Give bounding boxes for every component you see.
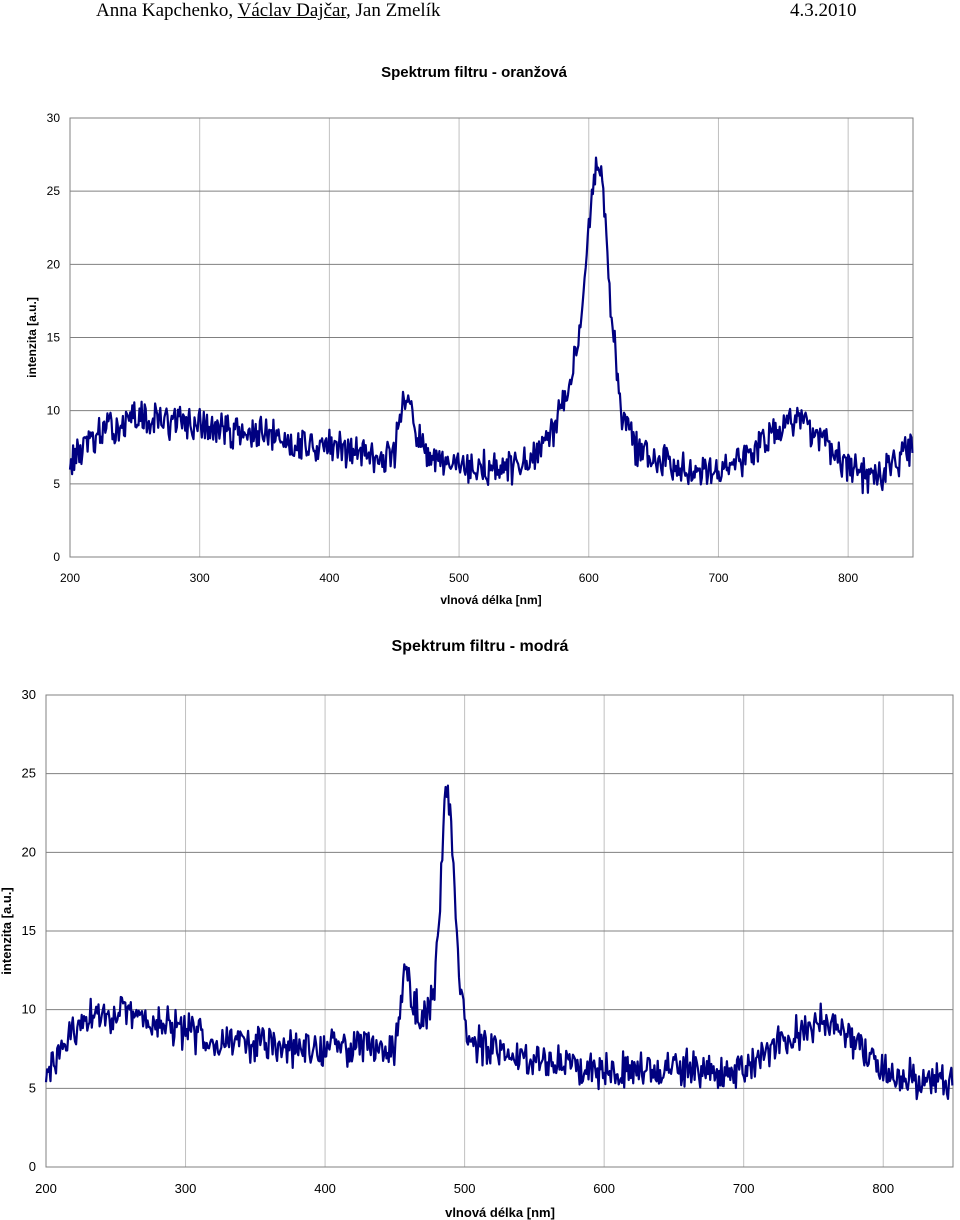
x-tick-label-blue-600: 600 xyxy=(593,1181,615,1196)
x-tick-label-blue-700: 700 xyxy=(733,1181,755,1196)
chart-title-blue: Spektrum filtru - modrá xyxy=(392,638,569,655)
y-axis-label-blue: intenzita [a.u.] xyxy=(0,887,14,974)
x-tick-label-orange-700: 700 xyxy=(708,571,728,585)
x-tick-label-blue-500: 500 xyxy=(454,1181,476,1196)
y-tick-label-orange-0: 0 xyxy=(53,550,60,564)
y-tick-label-orange-5: 5 xyxy=(53,477,60,491)
y-tick-label-blue-0: 0 xyxy=(29,1159,36,1174)
y-axis-label-orange: intenzita [a.u.] xyxy=(25,297,39,378)
x-tick-label-blue-200: 200 xyxy=(35,1181,57,1196)
y-tick-label-orange-10: 10 xyxy=(47,404,61,418)
x-tick-label-orange-400: 400 xyxy=(319,571,339,585)
y-tick-label-blue-25: 25 xyxy=(22,766,36,781)
y-tick-label-blue-20: 20 xyxy=(22,844,36,859)
header-date: 4.3.2010 xyxy=(790,0,857,21)
x-tick-label-blue-800: 800 xyxy=(872,1181,894,1196)
x-axis-label-orange: vlnová délka [nm] xyxy=(440,593,541,607)
y-tick-label-blue-10: 10 xyxy=(22,1002,36,1017)
series-line-orange xyxy=(68,156,914,495)
plot-frame-blue xyxy=(45,694,954,1168)
y-tick-label-blue-15: 15 xyxy=(22,923,36,938)
author-1: Anna Kapchenko, xyxy=(96,0,234,21)
y-tick-label-blue-30: 30 xyxy=(22,687,36,702)
author-3: , Jan Zmelík xyxy=(346,0,441,21)
author-2-link[interactable]: Václav Dajčar xyxy=(237,0,347,21)
plot-frame-orange xyxy=(69,117,914,558)
y-tick-label-blue-5: 5 xyxy=(29,1080,36,1095)
x-tick-label-blue-400: 400 xyxy=(314,1181,336,1196)
y-tick-label-orange-20: 20 xyxy=(47,257,61,271)
chart-title-orange: Spektrum filtru - oranžová xyxy=(381,64,568,81)
y-tick-label-orange-30: 30 xyxy=(47,111,61,125)
x-tick-label-orange-300: 300 xyxy=(190,571,210,585)
x-tick-label-orange-800: 800 xyxy=(838,571,858,585)
x-tick-label-orange-200: 200 xyxy=(60,571,80,585)
y-tick-label-orange-25: 25 xyxy=(47,184,61,198)
x-tick-label-orange-500: 500 xyxy=(449,571,469,585)
y-tick-label-orange-15: 15 xyxy=(47,331,61,345)
series-line-blue xyxy=(44,784,954,1101)
x-tick-label-blue-300: 300 xyxy=(175,1181,197,1196)
x-axis-label-blue: vlnová délka [nm] xyxy=(445,1205,555,1220)
header-authors: Anna Kapchenko, Václav Dajčar, Jan Zmelí… xyxy=(96,0,440,22)
x-tick-label-orange-600: 600 xyxy=(579,571,599,585)
